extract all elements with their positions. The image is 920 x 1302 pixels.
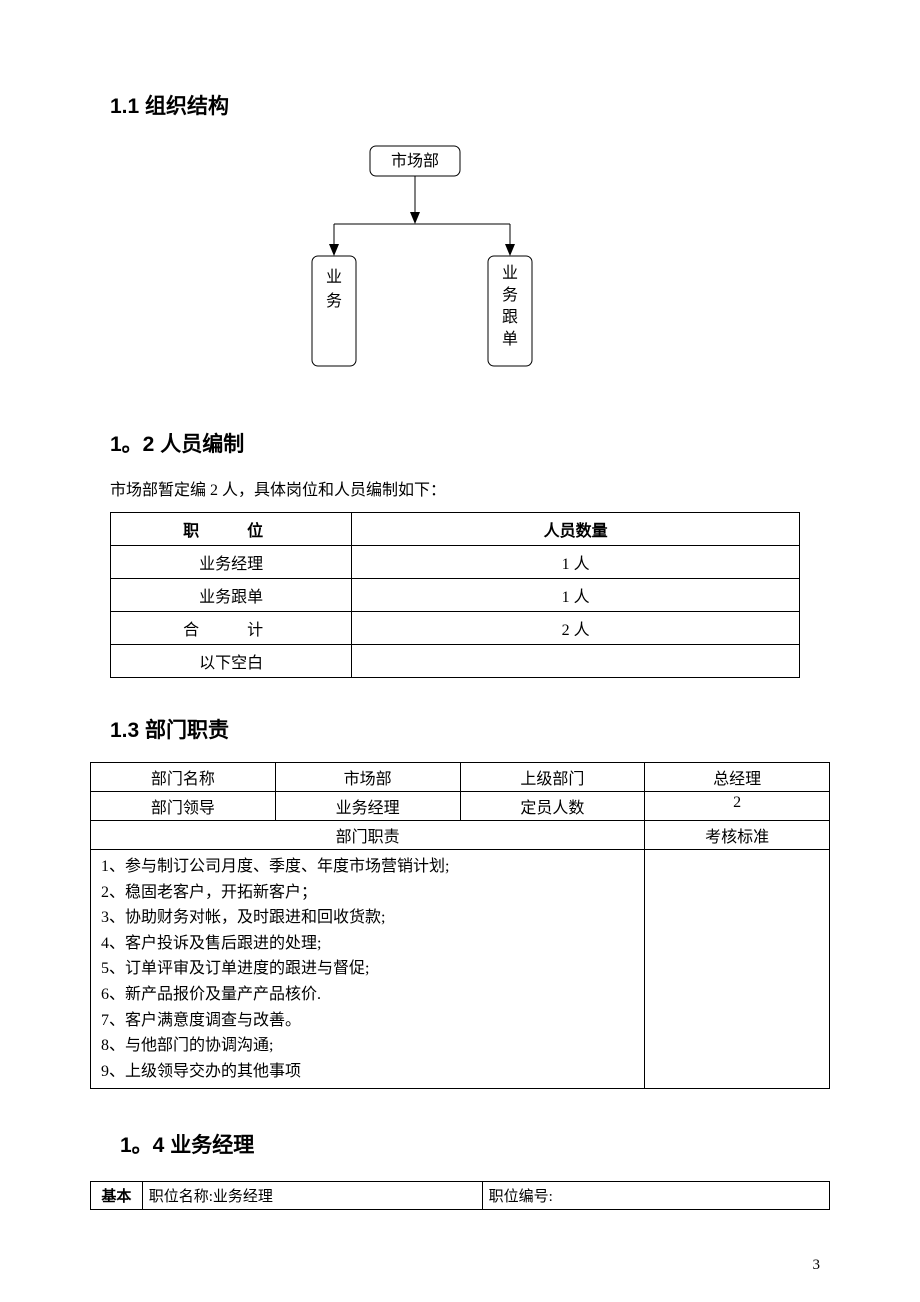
- dept-cell: 总经理: [645, 763, 830, 792]
- duty-item: 7、客户满意度调查与改善。: [101, 1008, 634, 1034]
- svg-text:务: 务: [502, 286, 518, 304]
- staffing-cell: 1 人: [352, 546, 800, 579]
- table-row: 职 位 人员数量: [111, 513, 800, 546]
- table-row: 业务跟单 1 人: [111, 579, 800, 612]
- position-code-cell: 职位编号:: [482, 1182, 829, 1210]
- staffing-table: 职 位 人员数量 业务经理 1 人 业务跟单 1 人 合 计 2 人 以下空白: [110, 512, 800, 678]
- duty-item: 8、与他部门的协调沟通;: [101, 1033, 634, 1059]
- staffing-cell: 业务经理: [111, 546, 352, 579]
- duty-item: 1、参与制订公司月度、季度、年度市场营销计划;: [101, 854, 634, 880]
- dept-cell: 上级部门: [460, 763, 645, 792]
- dept-cell: 部门职责: [91, 821, 645, 850]
- dept-duties-table: 部门名称 市场部 上级部门 总经理 部门领导 业务经理 定员人数 2 部门职责 …: [90, 762, 830, 1089]
- dept-cell: 定员人数: [460, 792, 645, 821]
- table-row: 业务经理 1 人: [111, 546, 800, 579]
- duty-item: 6、新产品报价及量产产品核价.: [101, 982, 634, 1008]
- staffing-cell: 业务跟单: [111, 579, 352, 612]
- document-page: 1.1 组织结构 市场部 业 务 业 务 跟 单: [0, 0, 920, 1302]
- duty-item: 2、稳固老客户，开拓新客户；: [101, 880, 634, 906]
- table-row: 以下空白: [111, 645, 800, 678]
- staffing-col-1: 人员数量: [352, 513, 800, 546]
- duty-item: 9、上级领导交办的其他事项: [101, 1059, 634, 1085]
- dept-cell: 考核标准: [645, 821, 830, 850]
- duty-item: 3、协助财务对帐，及时跟进和回收货款;: [101, 905, 634, 931]
- duties-list: 1、参与制订公司月度、季度、年度市场营销计划; 2、稳固老客户，开拓新客户； 3…: [97, 852, 638, 1086]
- staffing-cell: 以下空白: [111, 645, 352, 678]
- assessment-cell: [645, 850, 830, 1089]
- svg-text:业: 业: [326, 268, 342, 286]
- table-row: 1、参与制订公司月度、季度、年度市场营销计划; 2、稳固老客户，开拓新客户； 3…: [91, 850, 830, 1089]
- svg-text:业: 业: [502, 264, 518, 282]
- table-row: 部门领导 业务经理 定员人数 2: [91, 792, 830, 821]
- position-row-label: 基本: [91, 1182, 143, 1210]
- org-root-text: 市场部: [391, 152, 439, 170]
- dept-duties-cell: 1、参与制订公司月度、季度、年度市场营销计划; 2、稳固老客户，开拓新客户； 3…: [91, 850, 645, 1089]
- dept-cell: 部门领导: [91, 792, 276, 821]
- staffing-cell: 2 人: [352, 612, 800, 645]
- svg-text:单: 单: [502, 330, 518, 348]
- staffing-cell: [352, 645, 800, 678]
- page-number: 3: [813, 1257, 821, 1274]
- dept-cell: 市场部: [275, 763, 460, 792]
- position-name-label: 职位名称:: [149, 1189, 213, 1205]
- position-table: 基本 职位名称:业务经理 职位编号:: [90, 1181, 830, 1210]
- staffing-cell: 1 人: [352, 579, 800, 612]
- dept-cell: 2: [645, 792, 830, 821]
- table-row: 合 计 2 人: [111, 612, 800, 645]
- org-chart-svg: 市场部 业 务 业 务 跟 单: [90, 138, 830, 398]
- staffing-col-0: 职 位: [111, 513, 352, 546]
- position-name-cell: 职位名称:业务经理: [142, 1182, 482, 1210]
- position-name-value: 业务经理: [213, 1189, 273, 1205]
- duty-item: 4、客户投诉及售后跟进的处理;: [101, 931, 634, 957]
- dept-cell: 业务经理: [275, 792, 460, 821]
- org-chart: 市场部 业 务 业 务 跟 单: [90, 138, 830, 398]
- svg-text:跟: 跟: [502, 308, 518, 326]
- dept-cell: 部门名称: [91, 763, 276, 792]
- heading-1-4: 1。4 业务经理: [120, 1129, 830, 1159]
- table-row: 基本 职位名称:业务经理 职位编号:: [91, 1182, 830, 1210]
- position-code-label: 职位编号:: [489, 1189, 553, 1205]
- heading-1-3: 1.3 部门职责: [110, 714, 830, 744]
- duty-item: 5、订单评审及订单进度的跟进与督促;: [101, 956, 634, 982]
- staffing-intro: 市场部暂定编 2 人，具体岗位和人员编制如下：: [110, 476, 830, 500]
- heading-1-1: 1.1 组织结构: [110, 90, 830, 120]
- table-row: 部门职责 考核标准: [91, 821, 830, 850]
- heading-1-2: 1。2 人员编制: [110, 428, 830, 458]
- staffing-cell: 合 计: [111, 612, 352, 645]
- table-row: 部门名称 市场部 上级部门 总经理: [91, 763, 830, 792]
- svg-text:务: 务: [326, 292, 342, 310]
